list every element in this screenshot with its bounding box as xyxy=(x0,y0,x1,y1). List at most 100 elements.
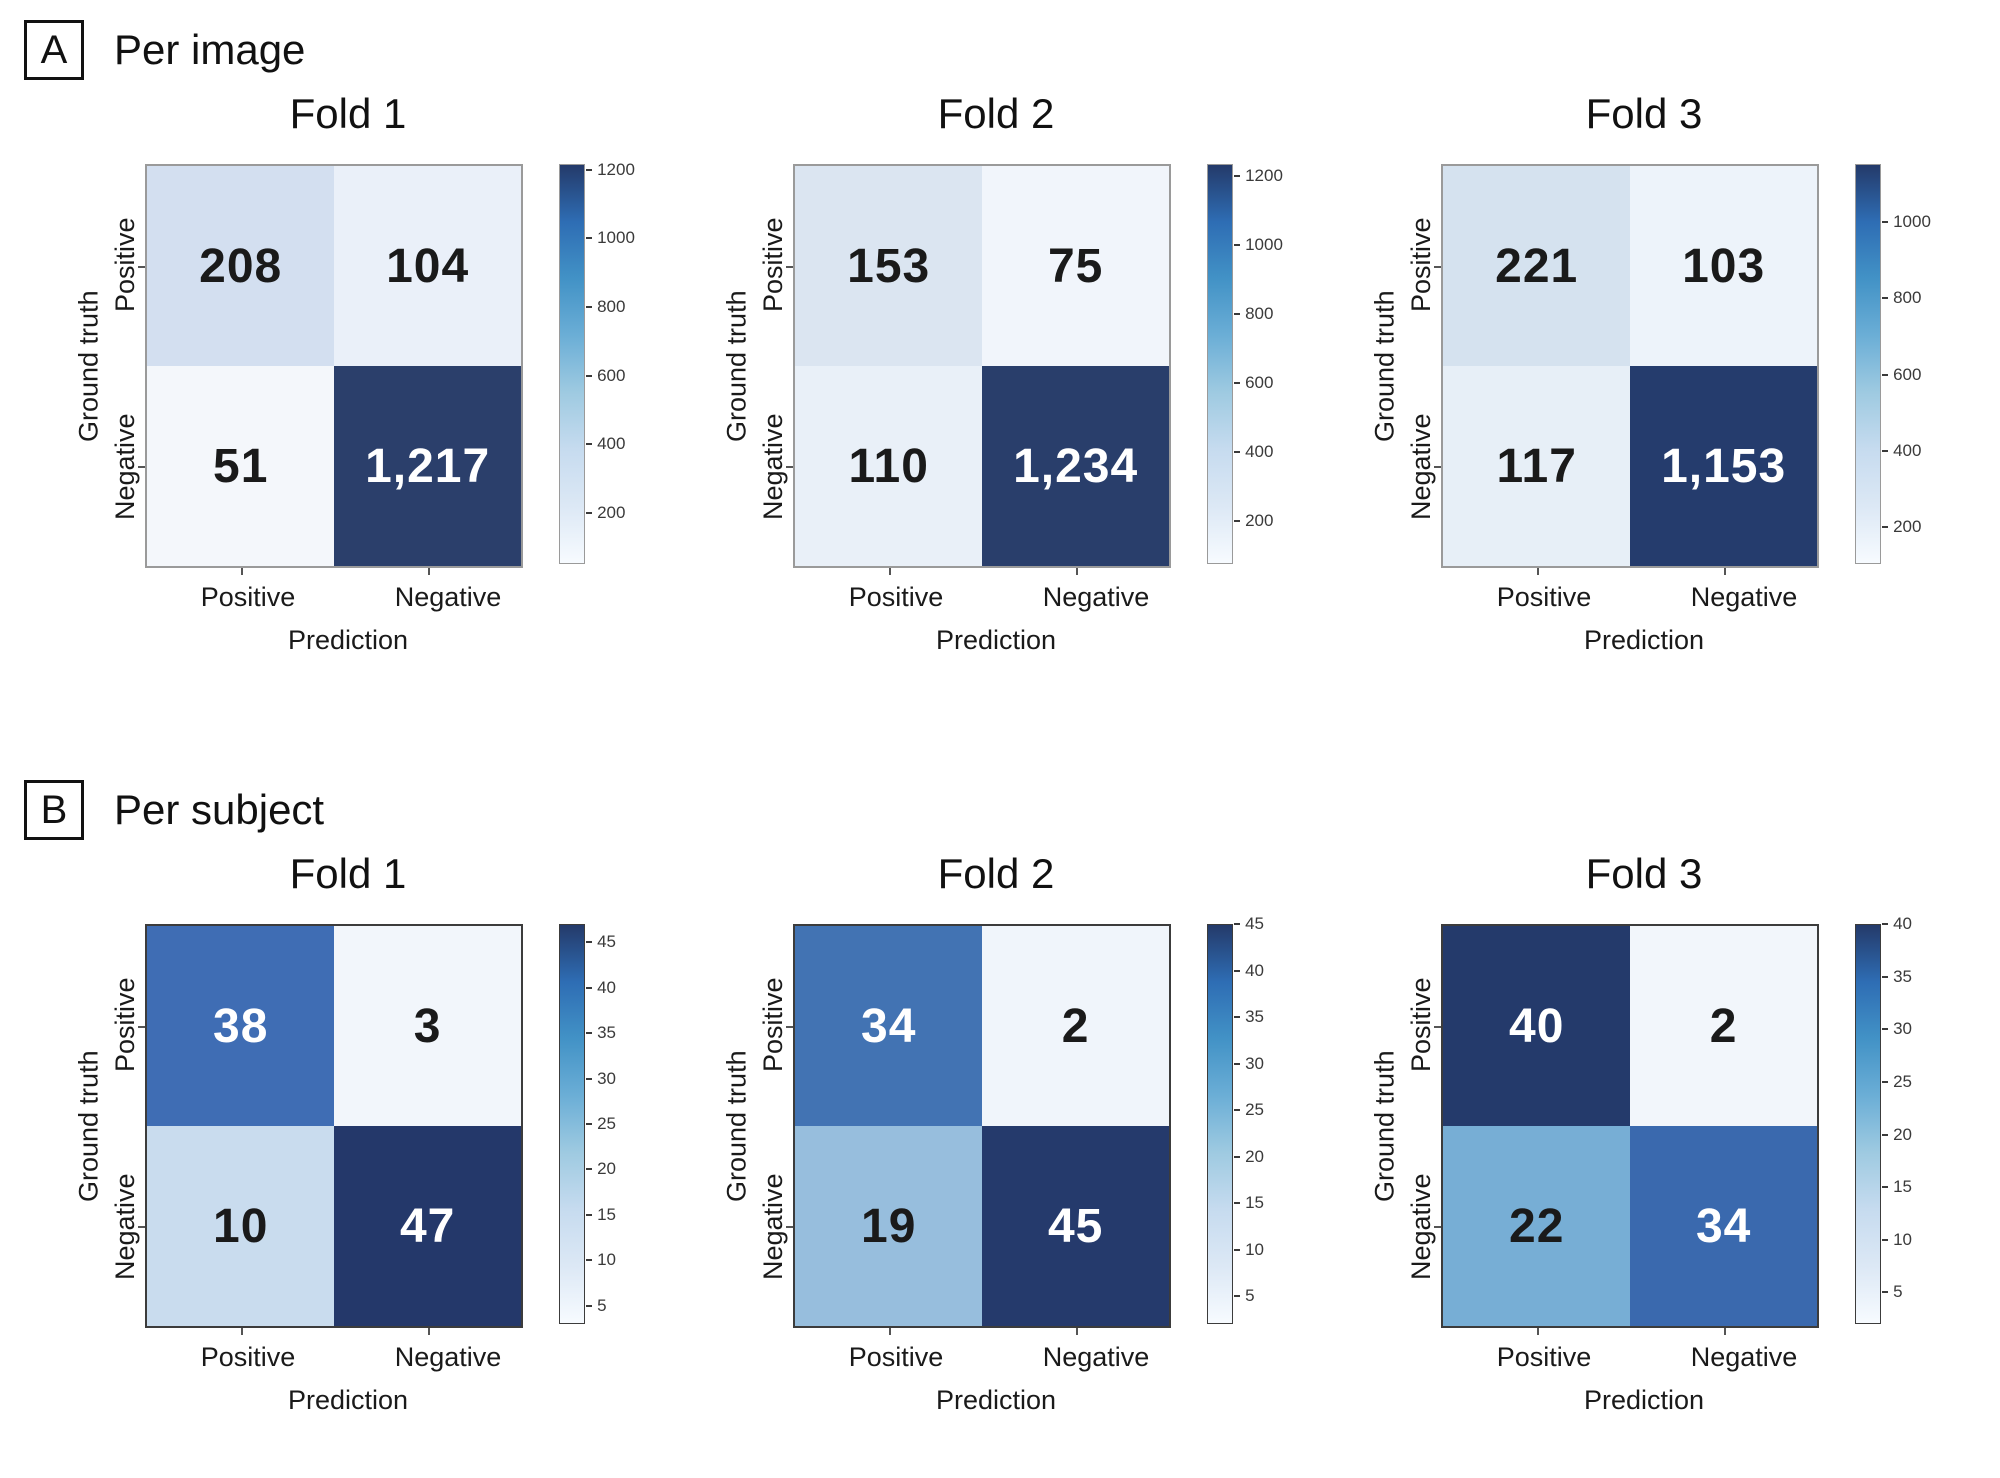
cell-value: 10 xyxy=(213,1199,269,1253)
y-axis-tick xyxy=(1434,1026,1442,1028)
colorbar-tick: 600 xyxy=(1882,365,1921,385)
colorbar-tick: 20 xyxy=(1234,1147,1264,1167)
heatmap-matrix: 34 2 19 45 xyxy=(786,924,1172,1335)
cell-value: 40 xyxy=(1509,999,1565,1053)
x-tick-label-negative: Negative xyxy=(394,1342,502,1372)
matrix-cell-tn: 1,234 xyxy=(982,366,1170,566)
x-tick-labels: Positive Negative xyxy=(1444,1342,1844,1373)
colorbar-tick-label: 1200 xyxy=(1245,165,1283,185)
matrix-cell-fp: 19 xyxy=(795,1126,983,1326)
y-axis-label: Ground truth xyxy=(73,290,104,442)
x-tick-label-negative: Negative xyxy=(1690,1342,1798,1372)
colorbar-tick-mark xyxy=(1234,519,1241,522)
colorbar-tick-mark xyxy=(1234,1248,1241,1251)
colorbar-tick: 10 xyxy=(1234,1240,1264,1260)
y-tick-label-positive: Positive xyxy=(1406,217,1437,313)
colorbar-tick-label: 5 xyxy=(1245,1286,1255,1306)
x-axis-tick xyxy=(427,568,430,575)
x-tick-label-positive: Positive xyxy=(200,1342,296,1372)
colorbar-tick: 25 xyxy=(1882,1072,1912,1092)
matrix-cell-tn: 47 xyxy=(334,1126,522,1326)
x-tick-labels: Positive Negative xyxy=(148,1342,548,1373)
colorbar-tick-mark xyxy=(586,237,593,240)
x-axis-tick xyxy=(1536,568,1539,575)
y-axis-tick xyxy=(786,466,794,468)
colorbar-gradient xyxy=(1855,924,1882,1324)
colorbar-tick-label: 1000 xyxy=(1245,234,1283,254)
y-tick-labels: Positive Negative xyxy=(754,924,793,1328)
y-axis-tick xyxy=(138,1226,146,1228)
colorbar-tick: 5 xyxy=(586,1295,607,1316)
colorbar-tick: 35 xyxy=(586,1023,616,1043)
colorbar-tick-mark xyxy=(1882,297,1889,300)
colorbar-tick-label: 1000 xyxy=(1893,212,1931,232)
matrix-cell-tp: 221 xyxy=(1443,166,1631,366)
panel-b-title: Per subject xyxy=(114,786,325,833)
x-tick-label-negative: Negative xyxy=(1690,582,1798,612)
colorbar-tick-mark xyxy=(1882,373,1889,376)
heatmap-matrix: 40 2 22 34 xyxy=(1434,924,1820,1335)
cell-value: 110 xyxy=(848,439,929,493)
panel-a-title: Per image xyxy=(114,26,306,73)
plot-row: Ground truth Positive Negative 40 2 22 3… xyxy=(1368,914,1928,1335)
colorbar-tick-label: 30 xyxy=(1893,1019,1913,1039)
colorbar-tick: 40 xyxy=(1234,961,1264,981)
colorbar-tick: 600 xyxy=(586,366,625,386)
matrix-cell-tp: 38 xyxy=(147,926,335,1126)
colorbar-tick-mark xyxy=(586,1304,593,1307)
colorbar-tick-mark xyxy=(586,941,593,944)
colorbar-tick: 1200 xyxy=(1234,166,1283,186)
x-axis-tick xyxy=(1536,1328,1539,1335)
colorbar-tick-mark xyxy=(1234,1062,1241,1065)
colorbar-tick-mark xyxy=(1234,174,1241,177)
panel-per-image: A Per image Fold 1 Ground truth Positive… xyxy=(10,20,1990,656)
confusion-matrix-figure: Fold 2 Ground truth Positive Negative 15… xyxy=(720,84,1283,656)
matrix-cell-tp: 34 xyxy=(795,926,983,1126)
x-tick-label-negative: Negative xyxy=(1042,582,1150,612)
x-axis-label: Prediction xyxy=(1583,625,1705,655)
colorbar-tick: 1000 xyxy=(1234,235,1283,255)
colorbar-tick-mark xyxy=(1234,312,1241,315)
colorbar-tick-label: 5 xyxy=(597,1295,607,1315)
x-axis-label: Prediction xyxy=(287,625,409,655)
fold-title: Fold 3 xyxy=(1585,850,1703,897)
colorbar-tick-label: 400 xyxy=(1893,440,1922,460)
colorbar-tick-label: 35 xyxy=(1893,966,1913,986)
colorbar-tick: 1000 xyxy=(586,228,635,248)
figure-root: A Per image Fold 1 Ground truth Positive… xyxy=(10,20,1990,1416)
colorbar-tick-label: 40 xyxy=(1893,914,1913,933)
colorbar-tick-label: 35 xyxy=(1245,1007,1265,1027)
cell-value: 1,234 xyxy=(1013,439,1139,493)
colorbar-tick-mark xyxy=(1882,221,1889,224)
colorbar-tick-label: 25 xyxy=(597,1114,617,1133)
colorbar-tick-label: 600 xyxy=(597,365,626,385)
panel-a-folds: Fold 1 Ground truth Positive Negative 20… xyxy=(10,84,1990,656)
colorbar-tick: 800 xyxy=(1882,288,1921,308)
colorbar-tick-label: 200 xyxy=(1245,510,1274,530)
matrix-cell-fn: 75 xyxy=(982,166,1170,366)
cell-value: 117 xyxy=(1496,439,1577,493)
colorbar-tick: 45 xyxy=(1234,914,1264,934)
colorbar-tick-label: 40 xyxy=(597,977,617,997)
colorbar-tick-label: 45 xyxy=(597,932,617,952)
y-axis-tick xyxy=(138,1026,146,1028)
colorbar-tick-label: 30 xyxy=(597,1068,617,1088)
colorbar-tick-mark xyxy=(1882,975,1889,978)
x-tick-labels: Positive Negative xyxy=(148,582,548,613)
colorbar-tick-label: 10 xyxy=(597,1250,617,1270)
colorbar-tick-label: 10 xyxy=(1893,1229,1913,1249)
matrix-cell-fn: 3 xyxy=(334,926,522,1126)
colorbar-tick-label: 400 xyxy=(1245,441,1274,461)
confusion-matrix-figure: Fold 2 Ground truth Positive Negative 34… xyxy=(720,844,1280,1416)
colorbar-tick-mark xyxy=(1234,923,1241,925)
colorbar-tick-label: 800 xyxy=(1245,303,1274,323)
colorbar-tick-mark xyxy=(1234,1202,1241,1205)
colorbar-tick-mark xyxy=(586,306,593,309)
y-axis-label: Ground truth xyxy=(1369,1050,1400,1202)
x-tick-labels: Positive Negative xyxy=(796,582,1196,613)
heatmap-matrix: 153 75 110 1,234 xyxy=(786,164,1172,575)
colorbar-tick: 30 xyxy=(586,1069,616,1089)
colorbar-tick: 400 xyxy=(1882,441,1921,461)
cell-value: 34 xyxy=(1695,1199,1752,1253)
colorbar-tick-mark xyxy=(586,1032,593,1035)
